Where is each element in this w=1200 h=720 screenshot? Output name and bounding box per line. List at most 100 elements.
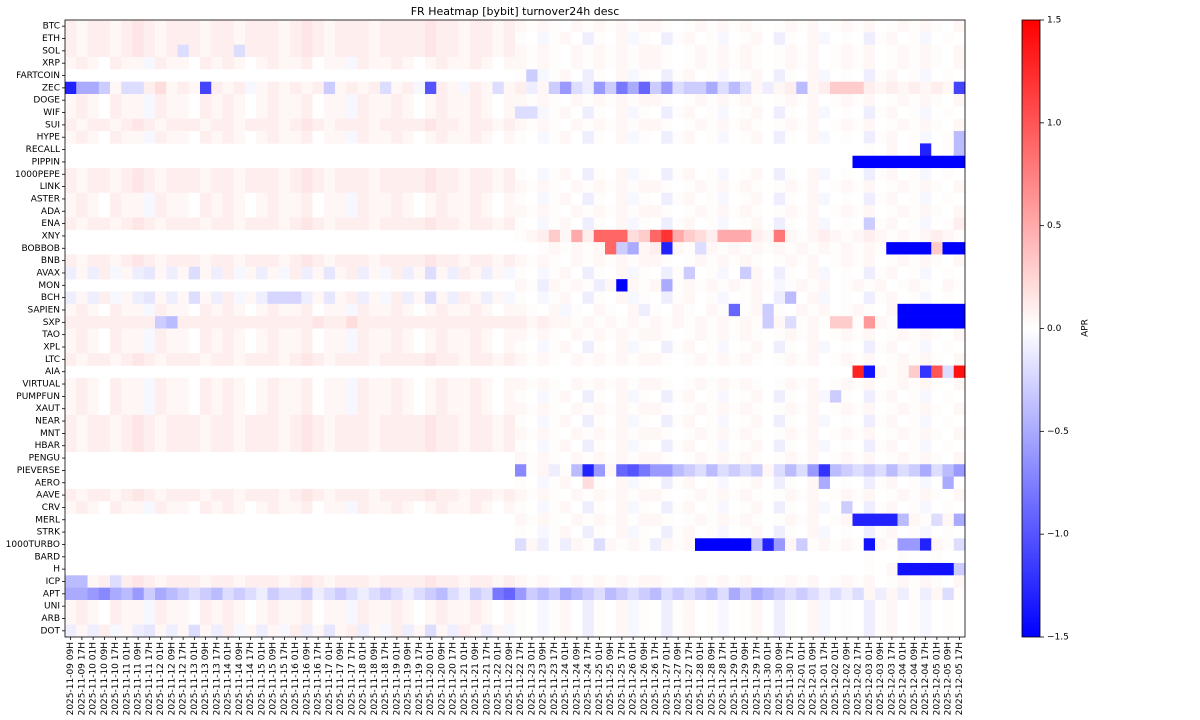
cell [728, 451, 741, 465]
cell [582, 513, 595, 527]
cell [571, 599, 583, 613]
cell [177, 587, 190, 601]
cell [357, 69, 370, 82]
cell [155, 575, 167, 588]
cell [953, 476, 966, 490]
cell [796, 414, 808, 428]
cell [875, 525, 887, 539]
cell [76, 353, 88, 366]
cell [492, 20, 505, 33]
cell [560, 279, 572, 292]
cell [863, 94, 876, 107]
cell [188, 501, 201, 514]
cell [526, 451, 538, 465]
cell [470, 131, 482, 144]
cell [346, 94, 358, 107]
cell [605, 106, 617, 120]
cell [650, 229, 662, 243]
cell [852, 402, 865, 416]
cell [447, 402, 460, 416]
cell [661, 624, 673, 638]
cell [931, 365, 943, 379]
cell [886, 180, 898, 194]
cell [571, 266, 583, 280]
cell [200, 599, 212, 613]
cell [942, 624, 955, 638]
cell [593, 575, 606, 588]
cell [245, 291, 257, 305]
cell [796, 32, 808, 45]
cell [143, 192, 156, 206]
cell [740, 106, 752, 120]
cell [605, 451, 617, 465]
cell [155, 402, 167, 416]
cell [155, 316, 167, 329]
cell [515, 81, 527, 95]
cell [98, 451, 111, 465]
cell [593, 612, 606, 625]
cell [481, 587, 493, 601]
cell [166, 57, 178, 70]
cell [706, 612, 718, 625]
cell [683, 488, 696, 502]
cell [65, 353, 77, 366]
cell [740, 402, 752, 416]
cell [931, 513, 943, 527]
cell [661, 328, 673, 342]
cell [751, 279, 763, 292]
cell [548, 353, 561, 366]
cell [638, 205, 651, 218]
cell [200, 624, 212, 638]
colorbar-tick-label: −1.0 [1047, 530, 1069, 540]
cell [526, 205, 538, 218]
cell [728, 488, 741, 502]
x-tick-label: 2025-11-18 17H [381, 642, 391, 715]
cell [908, 587, 921, 601]
cell [785, 427, 797, 440]
cell [931, 525, 943, 539]
cell [886, 266, 898, 280]
cell [177, 131, 190, 144]
cell [458, 427, 471, 440]
cell [728, 612, 741, 625]
cell [368, 205, 381, 218]
cell [605, 390, 617, 403]
cell [357, 612, 370, 625]
cell [155, 291, 167, 305]
cell [470, 377, 482, 391]
cell [650, 106, 662, 120]
cell [267, 57, 280, 70]
cell [245, 131, 257, 144]
cell [492, 624, 505, 638]
cell [233, 254, 246, 268]
cell [76, 44, 88, 58]
cell [211, 316, 223, 329]
cell [762, 402, 775, 416]
cell [875, 44, 887, 58]
cell [571, 587, 583, 601]
cell [785, 94, 797, 107]
y-tick-label: BARD [34, 552, 60, 562]
cell [830, 57, 842, 70]
cell [526, 587, 538, 601]
x-tick-label: 2025-11-15 09H [269, 642, 279, 715]
cell [638, 340, 651, 354]
cell [852, 192, 865, 206]
cell [650, 20, 662, 33]
cell [233, 599, 246, 613]
cell [402, 180, 415, 194]
cell [76, 303, 88, 317]
cell [537, 353, 550, 366]
cell [740, 229, 752, 243]
cell [402, 118, 415, 132]
colorbar-tick-label: 1.0 [1047, 118, 1062, 128]
cell [931, 106, 943, 120]
cell [222, 205, 235, 218]
cell [627, 192, 640, 206]
cell [503, 451, 516, 465]
cell [65, 32, 77, 45]
cell [661, 525, 673, 539]
cell [593, 217, 606, 231]
cell [155, 69, 167, 82]
cell [728, 242, 741, 255]
